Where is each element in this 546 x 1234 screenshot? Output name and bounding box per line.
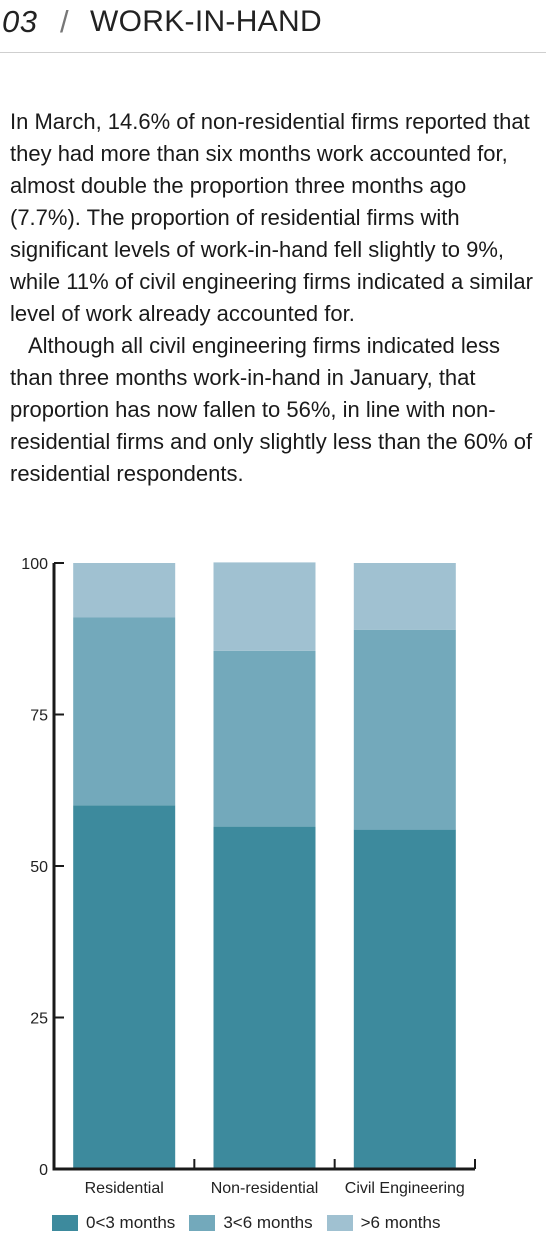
chart-legend: 0<3 months 3<6 months >6 months — [52, 1212, 454, 1234]
section-number: 03 — [2, 4, 38, 39]
x-tick-label: Non-residential — [211, 1180, 319, 1197]
y-tick-label: 0 — [39, 1162, 48, 1179]
legend-swatch — [189, 1215, 216, 1231]
bar-segment-1-1 — [73, 805, 176, 1169]
bar-segment-2-2 — [213, 650, 316, 827]
stacked-bar-chart: Residential Non-residential Civil Engineer… — [21, 556, 476, 1197]
bar-segment-2-1 — [213, 826, 316, 1169]
legend-swatch — [326, 1215, 353, 1231]
y-tick-label: 50 — [30, 859, 48, 876]
bar-segment-3-2 — [353, 629, 456, 830]
section-header: 03 / WORK-IN-HAND — [0, 0, 546, 53]
legend-item: 3<6 months — [189, 1213, 313, 1233]
y-tick-label: 100 — [21, 556, 48, 573]
bar-segment-3-3 — [353, 563, 456, 630]
paragraph-2: Although all civil engineering firms ind… — [10, 333, 533, 486]
legend-label: >6 months — [360, 1213, 441, 1232]
bar-segment-1-3 — [73, 563, 176, 618]
y-tick-label: 25 — [30, 1011, 48, 1028]
bar-segment-3-1 — [353, 829, 456, 1169]
bar-segment-1-2 — [73, 617, 176, 806]
y-tick-label: 75 — [30, 708, 48, 725]
paragraph-1: In March, 14.6% of non-residential firms… — [10, 109, 533, 326]
legend-label: 3<6 months — [223, 1213, 313, 1232]
bar-segment-2-3 — [213, 562, 316, 651]
section-title: WORK-IN-HAND — [90, 5, 322, 38]
body-text: In March, 14.6% of non-residential firms… — [10, 106, 540, 490]
legend-label: 0<3 months — [86, 1213, 176, 1232]
legend-item: 0<3 months — [52, 1213, 175, 1233]
x-tick-label: Civil Engineering — [345, 1180, 465, 1197]
legend-item: >6 months — [326, 1213, 441, 1233]
x-tick-label: Residential — [85, 1180, 164, 1197]
legend-swatch — [52, 1215, 78, 1231]
section-separator: / — [60, 4, 69, 39]
